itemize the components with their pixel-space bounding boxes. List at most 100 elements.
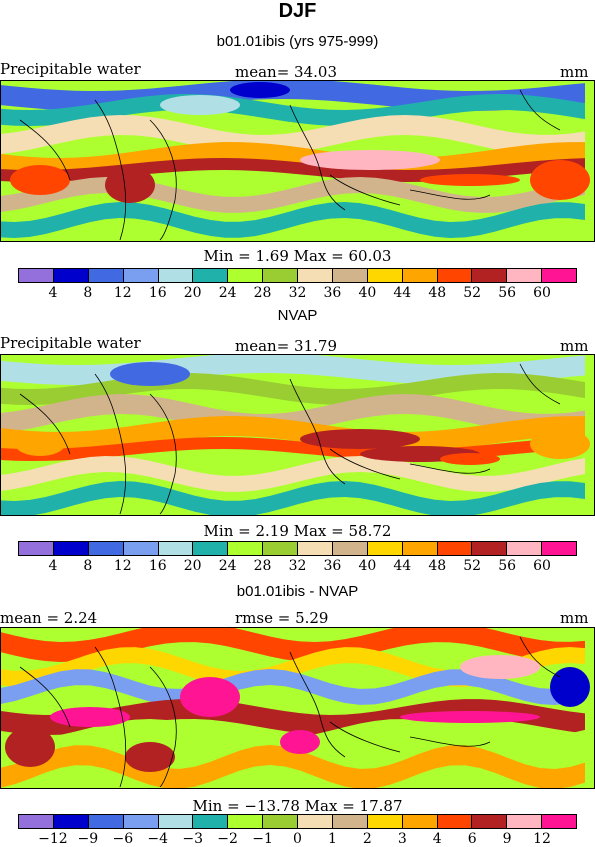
field-blob [300, 150, 440, 170]
field-blob [440, 453, 500, 465]
colorbar-swatch [298, 542, 333, 555]
coastline [94, 373, 127, 515]
colorbar-swatch [158, 269, 194, 282]
colorbar-tick-label: 4 [48, 558, 58, 574]
colorbar-swatch [402, 815, 438, 828]
colorbar-swatch [53, 542, 89, 555]
field-band [0, 669, 585, 705]
colorbar-swatch [298, 815, 333, 828]
colorbar-tick-label: 4 [48, 285, 58, 301]
colorbar-tick-label: 48 [428, 285, 447, 301]
colorbar-swatch [228, 542, 264, 555]
colorbar-swatch [542, 269, 576, 282]
colorbar-tick-label: 16 [148, 558, 167, 574]
colorbar-tick-label: 12 [533, 831, 551, 847]
field-blob [180, 677, 240, 717]
panel-2-colorbar-ticks: 4 8 12 16 20 24 28 32 36 40 44 48 52 56 60 [18, 558, 577, 574]
colorbar-tick-label: 44 [393, 558, 412, 574]
colorbar-swatch [332, 269, 368, 282]
colorbar-swatch [332, 815, 368, 828]
colorbar-swatch [437, 542, 473, 555]
field-blob [15, 432, 65, 456]
panel-2-colorbar [18, 541, 577, 556]
colorbar-tick-label: 56 [498, 285, 517, 301]
figure-title: DJF [278, 0, 317, 22]
coastline [519, 89, 561, 131]
colorbar-tick-label: 28 [253, 285, 272, 301]
colorbar-tick-label: 36 [323, 558, 342, 574]
field-band [0, 719, 585, 755]
colorbar-swatch [263, 815, 298, 828]
colorbar-tick-label: 9 [502, 831, 512, 847]
colorbar-tick-label: −3 [182, 831, 204, 847]
colorbar-swatch [472, 542, 508, 555]
panel-2-units-label: mm [560, 337, 589, 355]
panel-2-title: NVAP [277, 307, 318, 324]
colorbar-tick-label: −4 [147, 831, 169, 847]
colorbar-swatch [193, 815, 229, 828]
coastline [149, 393, 177, 515]
colorbar-swatch [19, 542, 54, 555]
field-blob [110, 362, 190, 386]
colorbar-tick-label: 60 [533, 558, 551, 574]
coastline [19, 119, 71, 181]
panel-1-units-label: mm [560, 63, 589, 81]
colorbar-tick-label: 12 [113, 285, 132, 301]
panel-1-map [0, 80, 595, 242]
colorbar-swatch [53, 269, 89, 282]
colorbar-swatch [88, 542, 124, 555]
colorbar-swatch [158, 542, 194, 555]
colorbar-tick-label: 52 [463, 558, 482, 574]
colorbar-tick-label: −12 [38, 831, 68, 847]
field-band [0, 115, 585, 155]
colorbar-swatch [437, 815, 473, 828]
field-blob [300, 429, 420, 449]
colorbar-swatch [123, 542, 159, 555]
colorbar-swatch [542, 815, 576, 828]
field-blob [10, 165, 70, 195]
panel-1-title: b01.01ibis (yrs 975-999) [216, 33, 379, 50]
coastline [409, 736, 491, 747]
colorbar-swatch [193, 542, 229, 555]
colorbar-swatch [19, 815, 54, 828]
colorbar-swatch [472, 815, 508, 828]
colorbar-swatch [193, 269, 229, 282]
colorbar-tick-label: 8 [83, 558, 93, 574]
field-blob [530, 160, 590, 200]
colorbar-tick-label: 4 [432, 831, 442, 847]
colorbar-tick-label: 0 [293, 831, 302, 847]
colorbar-swatch [367, 815, 403, 828]
field-band [0, 202, 585, 238]
colorbar-tick-label: 24 [218, 558, 237, 574]
colorbar-swatch [507, 542, 543, 555]
colorbar-tick-label: −1 [252, 831, 273, 847]
colorbar-tick-label: 32 [288, 285, 307, 301]
colorbar-tick-label: 2 [362, 831, 372, 847]
coastline [94, 646, 127, 788]
coastline [329, 174, 401, 206]
colorbar-tick-label: 56 [498, 558, 517, 574]
colorbar-swatch [228, 815, 264, 828]
field-blob [5, 727, 55, 767]
panel-1-mean-label: mean= 34.03 [235, 63, 337, 81]
coastline [149, 666, 177, 788]
colorbar-tick-label: 16 [148, 285, 167, 301]
coastline [329, 721, 401, 753]
colorbar-tick-label: 3 [397, 831, 407, 847]
colorbar-tick-label: 8 [83, 285, 93, 301]
colorbar-swatch [402, 269, 438, 282]
field-blob [50, 707, 130, 727]
panel-3-colorbar-ticks: −12 −9 −6 −4 −3 −2 −1 0 1 2 3 4 6 9 12 [18, 831, 577, 847]
colorbar-tick-label: −9 [77, 831, 99, 847]
panel-3-mean-label: mean = 2.24 [0, 609, 98, 627]
field-band [0, 699, 585, 735]
field-band [0, 394, 585, 434]
panel-2-mean-label: mean= 31.79 [235, 337, 337, 355]
field-band [0, 627, 585, 662]
colorbar-tick-label: 24 [218, 285, 237, 301]
colorbar-tick-label: 48 [428, 558, 447, 574]
colorbar-swatch [437, 269, 473, 282]
colorbar-tick-label: 60 [533, 285, 551, 301]
colorbar-tick-label: 12 [113, 558, 132, 574]
colorbar-tick-label: 40 [358, 285, 377, 301]
